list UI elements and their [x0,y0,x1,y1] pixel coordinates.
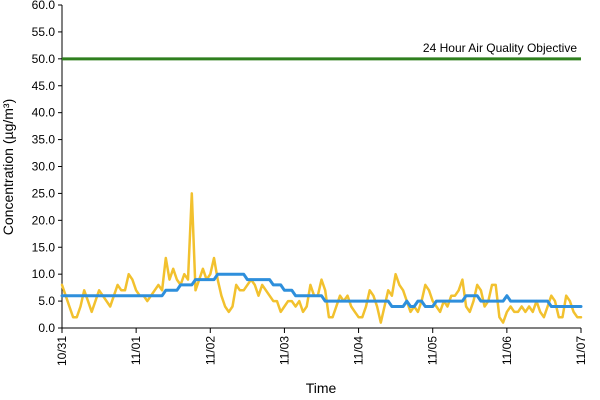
y-tick-label: 50.0 [32,52,56,66]
y-tick-label: 0.0 [38,321,55,335]
y-tick-label: 25.0 [32,186,56,200]
objective-annotation: 24 Hour Air Quality Objective [423,41,577,55]
y-tick-label: 60.0 [32,0,56,12]
x-tick-label: 11/07 [574,336,588,365]
series-group [60,192,583,324]
y-tick-label: 55.0 [32,25,56,39]
x-tick-label: 11/01 [129,336,143,365]
x-tick-label: 11/05 [426,336,440,365]
x-tick-label: 11/06 [500,336,514,365]
y-tick-label: 20.0 [32,213,56,227]
y-tick-label: 5.0 [38,294,55,308]
y-tick-label: 10.0 [32,267,56,281]
x-axis-title: Time [306,380,337,396]
hourly-series-line [60,192,583,324]
y-tick-label: 40.0 [32,106,56,120]
objective-group: 24 Hour Air Quality Objective [62,41,581,61]
y-tick-label: 15.0 [32,240,56,254]
x-tick-label: 11/03 [277,336,291,365]
x-tick-label: 11/02 [203,336,217,365]
x-tick-label: 10/31 [55,336,69,366]
average-series-line [60,272,583,308]
y-tick-label: 30.0 [32,160,56,174]
y-tick-label: 45.0 [32,79,56,93]
x-tick-label: 11/04 [352,336,366,365]
x-axis: 10/31 11/01 11/02 11/03 11/04 11/05 11/06 11/07 [55,328,588,366]
y-tick-label: 35.0 [32,133,56,147]
y-axis: 0.0 5.0 10.0 15.0 20.0 25.0 30.0 35.0 40.0 45.0 50… [32,0,62,335]
y-axis-title: Concentration (µg/m³) [0,99,16,235]
